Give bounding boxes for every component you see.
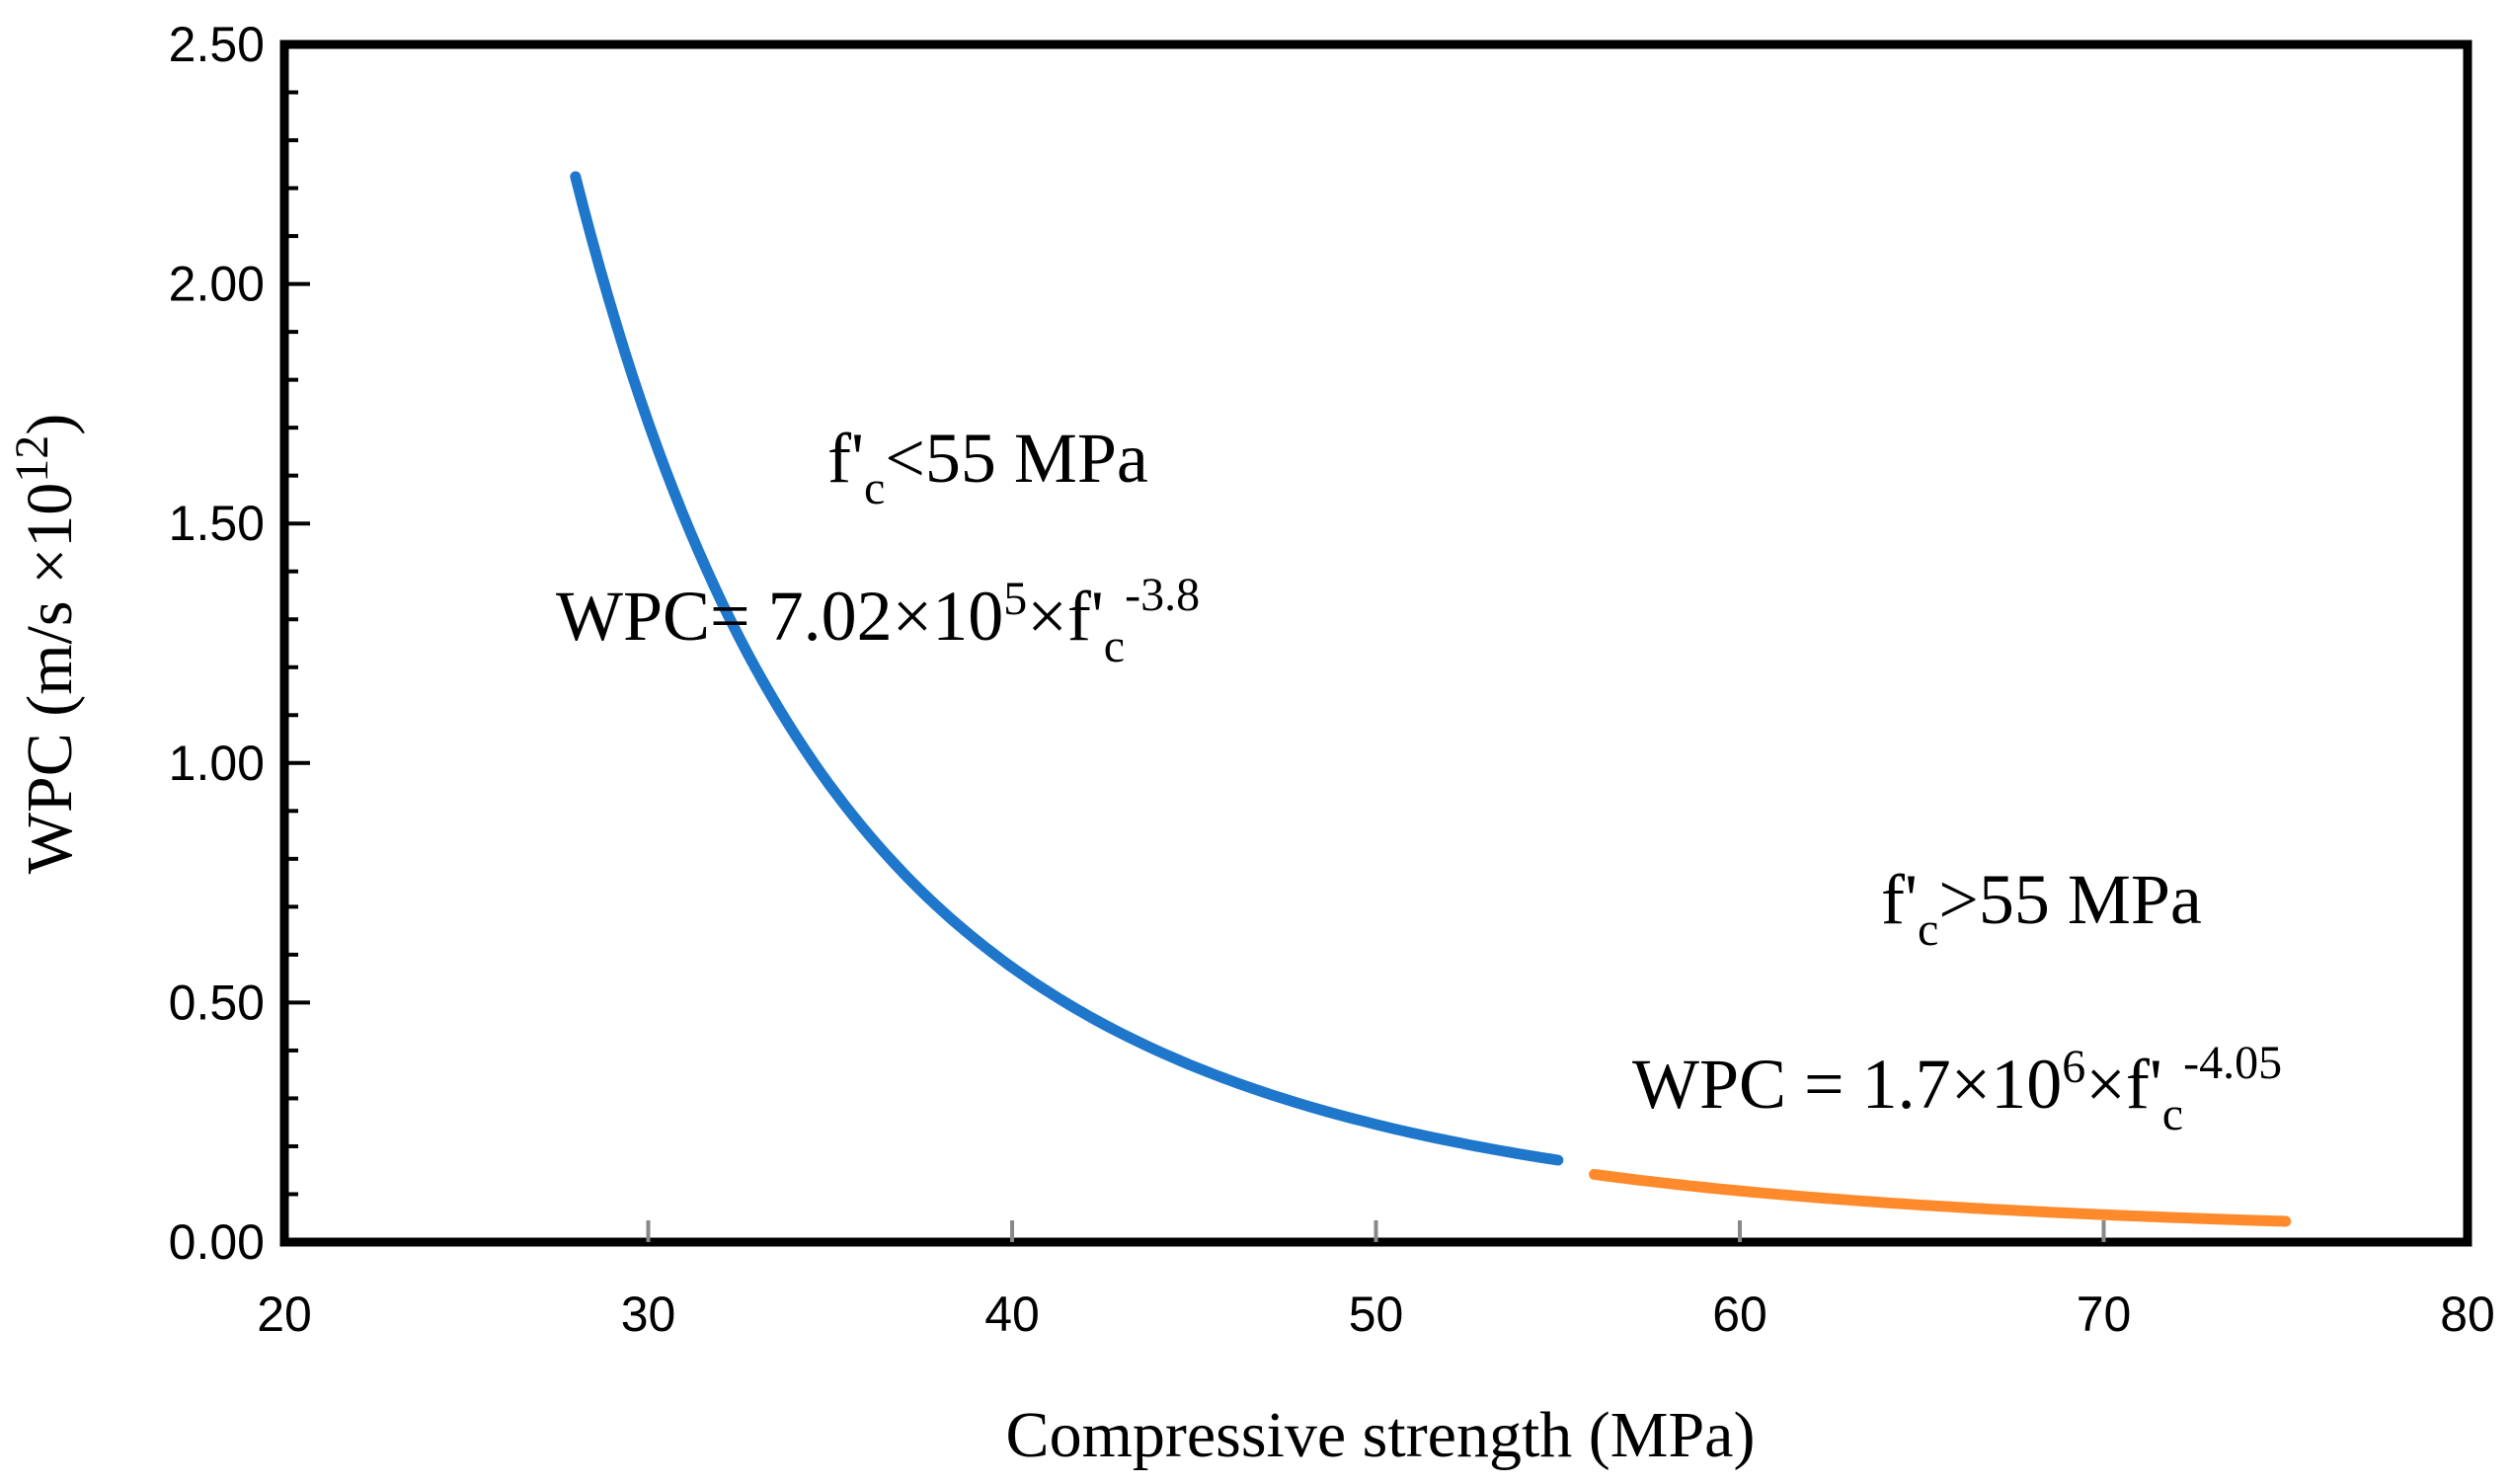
y-tick-label: 0.50: [169, 975, 265, 1030]
x-tick-label: 20: [257, 1287, 312, 1342]
x-tick-label: 30: [621, 1287, 676, 1342]
y-tick-label: 1.50: [169, 496, 265, 551]
y-axis-major-ticks: [284, 42, 310, 1244]
y-axis-title: WPC (m/s ×1012): [6, 414, 86, 875]
x-tick-label: 40: [984, 1287, 1040, 1342]
annotation-condition-lower: f'c<55 MPa: [827, 419, 1148, 514]
x-axis-tick-labels: 20 30 40 50 60 70 80: [257, 1287, 2495, 1342]
y-axis-minor-ticks: [284, 90, 298, 1197]
x-tick-label: 50: [1349, 1287, 1404, 1342]
annotation-condition-upper: f'c>55 MPa: [1881, 860, 2202, 956]
y-tick-label: 2.50: [169, 17, 265, 72]
y-tick-label: 1.00: [169, 736, 265, 791]
y-tick-label: 2.00: [169, 257, 265, 312]
x-axis-title: Compressive strength (MPa): [1006, 1399, 1756, 1471]
x-axis-major-ticks: [646, 1220, 2106, 1242]
series-line-fc-above-55: [1589, 1168, 2292, 1227]
x-tick-label: 60: [1712, 1287, 1767, 1342]
annotation-equation-upper: WPC = 1.7×106×f'c-4.05: [1632, 1037, 2282, 1140]
x-tick-label: 80: [2440, 1287, 2495, 1342]
x-tick-label: 70: [2077, 1287, 2132, 1342]
series-line-fc-below-55: [570, 171, 1564, 1166]
y-tick-label: 0.00: [169, 1214, 265, 1270]
y-axis-tick-labels: 0.00 0.50 1.00 1.50 2.00 2.50: [169, 17, 265, 1270]
annotation-equation-lower: WPC= 7.02×105×f'c-3.8: [556, 569, 1200, 672]
